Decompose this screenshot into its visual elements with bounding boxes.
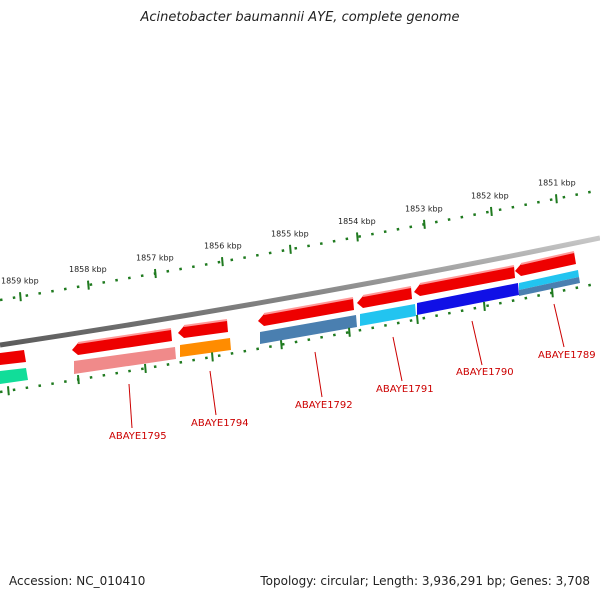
scale-major-tick (221, 257, 224, 267)
scale-major-tick (154, 268, 157, 279)
scale-tick-label: 1857 kbp (136, 253, 174, 262)
gene-arrow-fwd[interactable] (258, 298, 354, 326)
scale-major-tick (555, 194, 558, 204)
gene-block[interactable] (260, 315, 357, 344)
gene-arrow-fwd[interactable] (72, 329, 172, 355)
gene-block[interactable] (180, 338, 231, 357)
scale-tick-label: 1854 kbp (338, 217, 376, 226)
scale-major-tick (77, 374, 80, 385)
scale-major-tick (348, 327, 351, 337)
inner-major-ticks (7, 288, 554, 396)
scale-major-tick (483, 301, 486, 312)
scale-major-tick (416, 314, 419, 325)
scale-tick-label: 1855 kbp (271, 229, 309, 238)
gene-label-abaye1791[interactable]: ABAYE1791 (376, 384, 434, 395)
gene-block[interactable] (519, 270, 579, 290)
scale-major-tick (423, 219, 426, 229)
scale-tick-label: 1856 kbp (204, 242, 242, 251)
gene-block[interactable] (519, 277, 580, 296)
gene-label-abaye1792[interactable]: ABAYE1792 (295, 400, 353, 411)
gene-label-abaye1794[interactable]: ABAYE1794 (191, 418, 249, 429)
gene-arrow-fwd[interactable] (178, 320, 228, 338)
scale-major-tick (19, 292, 22, 302)
gene-arrow-fwd[interactable] (414, 266, 515, 296)
scale-major-tick (490, 206, 493, 217)
scale-major-tick (280, 340, 283, 350)
accession-label: Accession: NC_010410 (9, 574, 146, 588)
reverse-strand (0, 270, 580, 384)
gene-label-abaye1795[interactable]: ABAYE1795 (109, 431, 167, 442)
gene-arrow-fwd[interactable] (357, 287, 412, 308)
outer-scale-dots (0, 188, 600, 302)
forward-strand (0, 251, 576, 365)
scale-major-tick (551, 288, 554, 298)
scale-major-tick (87, 280, 90, 290)
genome-summary: Topology: circular; Length: 3,936,291 bp… (260, 574, 590, 588)
gene-label-abaye1790[interactable]: ABAYE1790 (456, 367, 514, 378)
scale-major-tick (356, 232, 359, 242)
scale-major-tick (289, 244, 292, 254)
scale-tick-label: 1859 kbp (1, 277, 39, 286)
scale-tick-label: 1858 kbp (69, 265, 107, 274)
gene-label-abaye1789[interactable]: ABAYE1789 (538, 350, 596, 361)
gene-block[interactable] (74, 347, 176, 374)
gene-arrow-fwd[interactable] (0, 350, 26, 365)
scale-tick-label: 1851 kbp (538, 179, 576, 188)
scale-tick-label: 1853 kbp (405, 204, 443, 213)
gene-arrow-fwd[interactable] (515, 252, 576, 276)
scale-major-tick (211, 352, 214, 362)
scale-tick-labels: 1851 kbp 1852 kbp 1853 kbp 1854 kbp 1855 kbp… (1, 179, 576, 286)
gene-block[interactable] (417, 283, 519, 315)
scale-major-tick (144, 363, 147, 373)
gene-block[interactable] (0, 368, 28, 384)
outer-major-ticks (19, 194, 558, 302)
scale-major-tick (7, 386, 10, 396)
gene-labels: ABAYE1789 ABAYE1790 ABAYE1791 ABAYE1792 … (109, 350, 596, 442)
gene-block[interactable] (360, 304, 416, 326)
gene-label-leaders (128, 303, 565, 429)
genome-backbone (0, 235, 600, 348)
scale-tick-label: 1852 kbp (471, 191, 509, 200)
map-title: Acinetobacter baumannii AYE, complete ge… (140, 10, 460, 25)
